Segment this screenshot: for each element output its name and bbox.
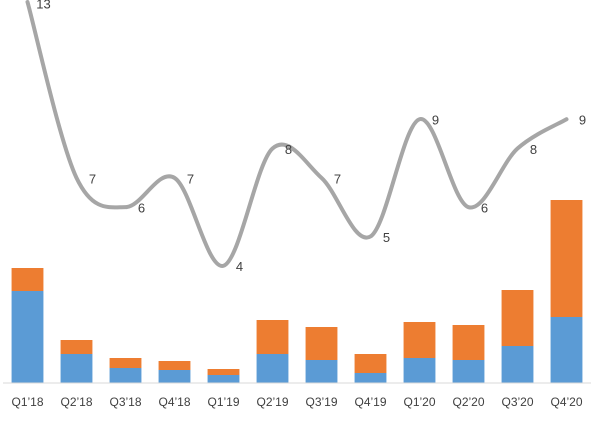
data-label: 13 (36, 0, 50, 11)
bar-segment (452, 325, 485, 360)
bar-segment (207, 375, 240, 383)
x-tick-label: Q3’19 (305, 395, 337, 409)
bar-segment (305, 360, 338, 383)
data-label: 6 (138, 201, 145, 216)
line (25, 0, 569, 268)
bar-segment (158, 361, 191, 370)
x-tick-label: Q2’18 (60, 395, 92, 409)
x-tick-label: Q4’19 (354, 395, 386, 409)
data-label: 8 (285, 142, 292, 157)
data-label: 7 (334, 171, 341, 186)
data-label: 5 (383, 230, 390, 245)
bar-segment (550, 317, 583, 383)
bar-segment (60, 354, 93, 383)
x-tick-label: Q1’18 (11, 395, 43, 409)
bar-segment (305, 327, 338, 360)
bar-segment (501, 290, 534, 346)
data-label: 9 (432, 113, 439, 128)
bar-segment (452, 360, 485, 383)
data-label: 7 (187, 171, 194, 186)
x-tick-label: Q1’19 (207, 395, 239, 409)
x-tick-label: Q1’20 (403, 395, 435, 409)
data-label: 4 (236, 259, 243, 274)
x-tick-label: Q3’20 (501, 395, 533, 409)
x-tick-label: Q2’19 (256, 395, 288, 409)
bar-segment (354, 354, 387, 373)
bar-segment (207, 369, 240, 375)
bar-segment (550, 200, 583, 317)
bar-segment (11, 268, 44, 291)
x-tick-label: Q4’20 (550, 395, 582, 409)
x-tick-label: Q4’18 (158, 395, 190, 409)
data-label: 6 (481, 201, 488, 216)
bar-segment (109, 368, 142, 383)
bar-segment (256, 354, 289, 383)
bar-segment (403, 322, 436, 358)
bar-segment (354, 373, 387, 383)
bar-segment (60, 340, 93, 354)
data-label: 9 (579, 113, 586, 128)
data-label: 8 (530, 142, 537, 157)
x-tick-label: Q3’18 (109, 395, 141, 409)
bar-segment (501, 346, 534, 383)
bar-segment (256, 320, 289, 354)
bar-segment (403, 358, 436, 383)
data-label: 7 (89, 171, 96, 186)
x-tick-label: Q2’20 (452, 395, 484, 409)
bar-segment (109, 358, 142, 368)
bar-segment (158, 370, 191, 383)
bar-segment (11, 291, 44, 383)
